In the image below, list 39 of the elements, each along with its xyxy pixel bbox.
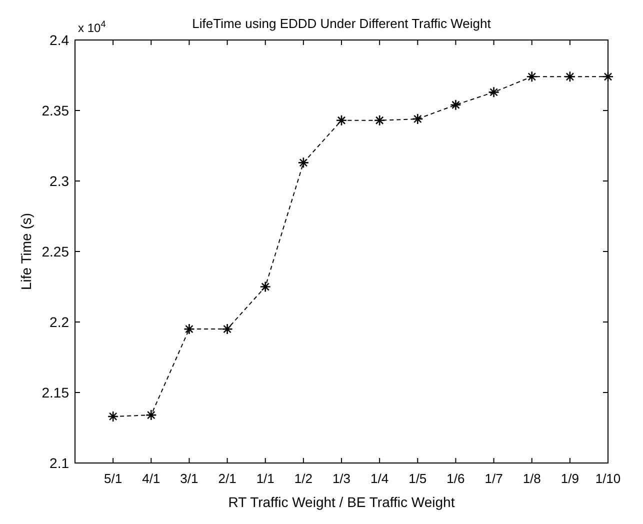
y-tick-label: 2.15 [42,384,70,400]
chart-title: LifeTime using EDDD Under Different Traffic Weight [192,16,492,31]
y-tick-label: 2.25 [42,243,70,260]
x-tick-label: 1/7 [484,471,503,486]
point [298,157,310,168]
x-tick-label: 1/6 [446,471,465,486]
point [602,71,614,82]
x-tick-label: 2/1 [218,471,236,486]
x-tick-label: 1/5 [408,471,427,486]
point [222,323,233,335]
y-tick-label: 2.35 [42,102,70,118]
point [184,323,195,335]
point [526,71,538,82]
point [336,114,348,126]
x-tick-label: 1/9 [560,471,579,486]
x-tick-label: 5/1 [104,471,122,486]
point [260,281,272,292]
y-tick-label: 2.3 [50,172,70,189]
y-tick-label: 2.4 [50,32,70,48]
y-tick-label: 2.2 [50,314,70,330]
x-tick-label: 1/1 [256,471,274,486]
text: x 10$^{4}$ [78,19,106,35]
point [488,86,500,98]
x-tick-label: 4/1 [142,471,160,486]
y-tick-label: 2.1 [50,454,70,471]
x-tick-label: 3/1 [180,471,198,486]
x-axis-title: RT Traffic Weight / BE Traffic Weight [228,494,455,510]
point [412,113,424,125]
x-tick-label: 1/10 [595,471,621,486]
x-tick-label: 1/8 [522,471,541,486]
x-tick-label: 1/2 [294,471,312,486]
point [450,99,462,111]
point [145,409,157,421]
point [564,71,576,82]
y-axis-title: Life Time (s) [18,212,34,290]
point [374,114,386,126]
x-tick-label: 1/4 [370,471,389,486]
x-tick-label: 1/3 [332,471,351,486]
point [107,410,119,422]
